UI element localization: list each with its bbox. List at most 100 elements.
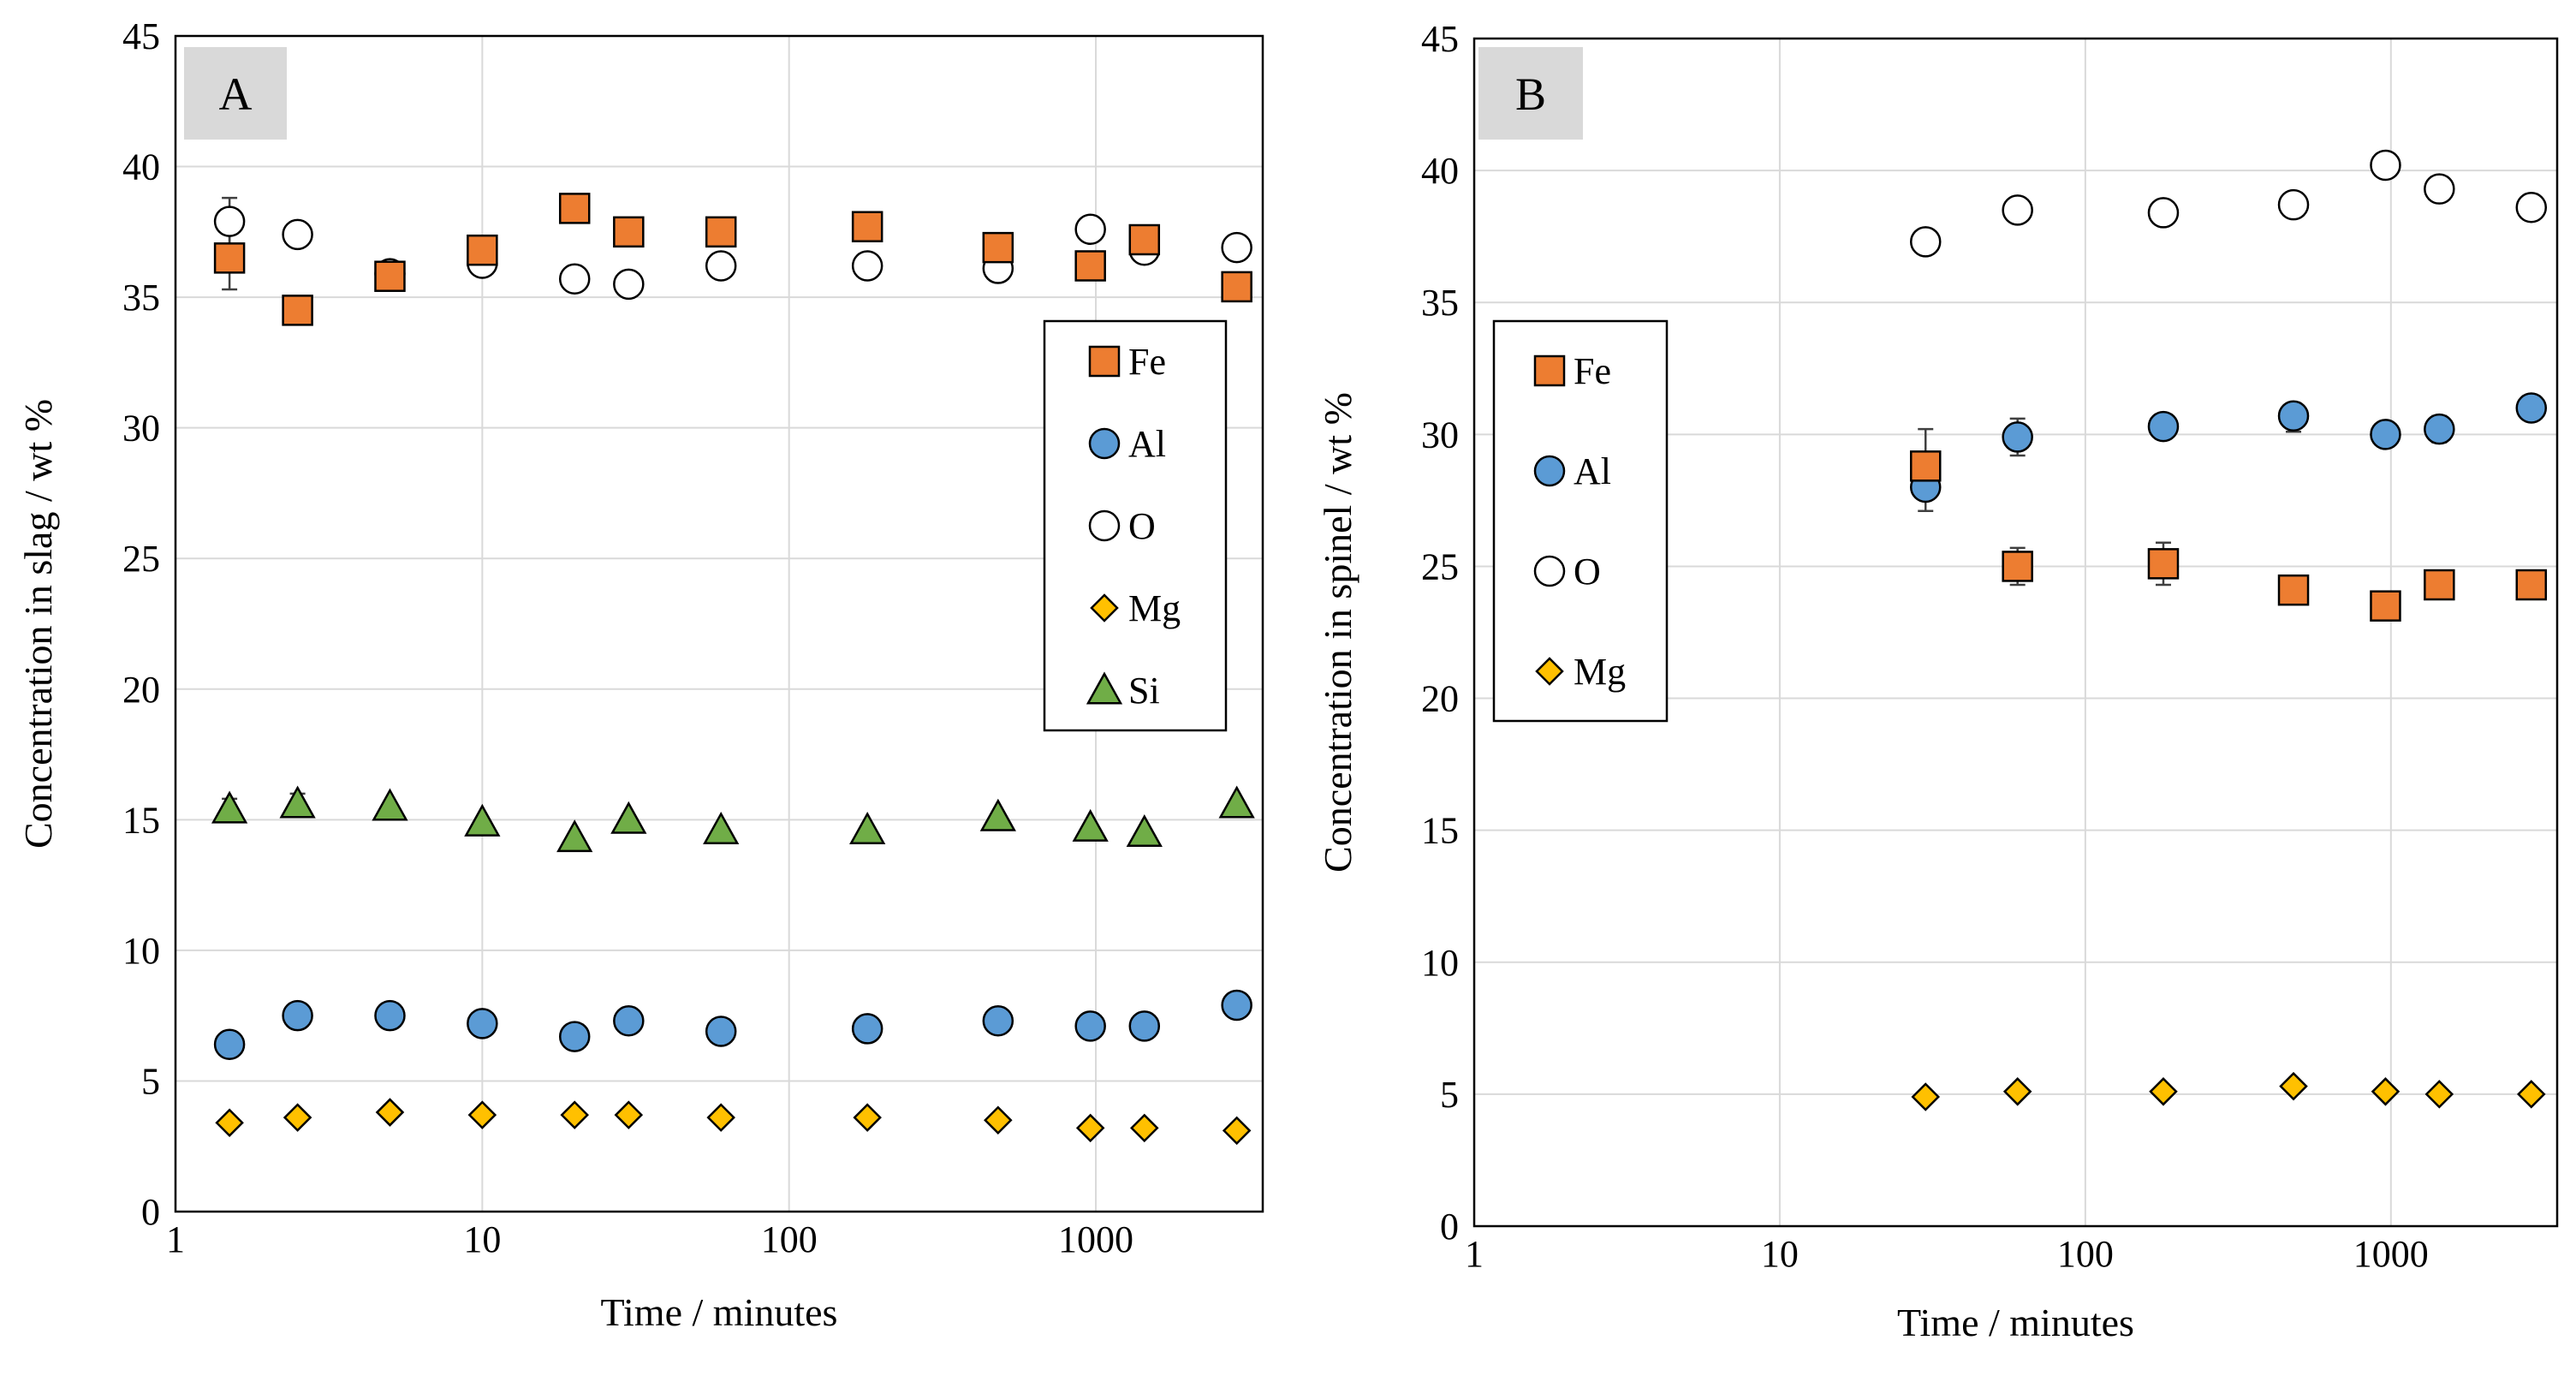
y-tick-label: 10 — [1421, 942, 1459, 984]
x-tick-label: 1 — [1465, 1233, 1484, 1275]
legend-item-o: O — [1533, 551, 1601, 593]
x-axis-title: Time / minutes — [601, 1290, 838, 1334]
y-tick-label: 5 — [1440, 1074, 1459, 1116]
panel-label: A — [219, 69, 253, 120]
y-tick-label: 0 — [141, 1191, 160, 1233]
y-tick-label: 20 — [1421, 678, 1459, 720]
data-point-mg — [560, 1100, 589, 1129]
data-point-o — [2002, 194, 2033, 226]
legend-label-fe: Fe — [1128, 341, 1166, 383]
legend-marker-o — [1533, 555, 1566, 587]
data-point-mg — [2149, 1077, 2178, 1106]
y-tick-label: 35 — [122, 277, 160, 319]
legend-marker-o — [1088, 509, 1121, 542]
legend: Fe Al O Mg Si — [1043, 319, 1228, 732]
legend-marker-si — [1086, 671, 1123, 705]
data-point-al — [558, 1021, 591, 1052]
data-point-si — [556, 819, 593, 853]
data-point-al — [2147, 410, 2180, 443]
legend-box — [1043, 319, 1228, 732]
x-tick-label: 10 — [1761, 1233, 1799, 1275]
data-point-fe — [1128, 223, 1161, 256]
data-point-fe — [282, 295, 313, 326]
data-point-fe — [1221, 271, 1252, 303]
data-point-fe — [982, 231, 1014, 264]
data-point-o — [1909, 226, 1942, 258]
data-point-o — [2424, 173, 2455, 205]
data-point-al — [705, 1016, 737, 1047]
data-point-al — [374, 999, 406, 1032]
data-point-si — [1072, 808, 1109, 842]
data-point-o — [2147, 197, 2180, 229]
plot-frame — [1472, 37, 2559, 1228]
legend: Fe Al O Mg — [1492, 319, 1669, 723]
data-point-mg — [2279, 1071, 2308, 1101]
data-point-fe — [705, 216, 737, 248]
legend-item-mg: Mg — [1535, 651, 1626, 693]
data-point-al — [982, 1005, 1014, 1037]
legend-label-mg: Mg — [1574, 651, 1626, 693]
data-point-o — [2515, 192, 2548, 223]
panel-a-chart: 0 5 10 15 20 25 30 35 40 45 1 10 100 1000 Time / minut… — [16, 15, 1264, 1334]
data-point-si — [1218, 785, 1255, 819]
legend-marker-fe — [1088, 345, 1121, 378]
data-point-al — [2370, 419, 2401, 450]
data-point-si — [849, 811, 886, 844]
data-point-al — [1074, 1010, 1106, 1042]
data-point-fe — [2147, 548, 2180, 580]
data-point-o — [613, 268, 645, 301]
data-point-mg — [1130, 1113, 1159, 1143]
x-tick-label: 10 — [463, 1218, 501, 1260]
data-point-si — [610, 801, 647, 834]
x-tick-label: 100 — [761, 1218, 818, 1260]
y-tick-label: 0 — [1440, 1206, 1459, 1248]
data-point-mg — [283, 1103, 312, 1132]
data-point-mg — [706, 1103, 735, 1132]
y-tick-label: 25 — [1421, 545, 1459, 587]
data-point-fe — [213, 242, 246, 274]
data-point-mg — [1222, 1116, 1252, 1146]
legend-label-al: Al — [1128, 423, 1166, 465]
data-point-fe — [2002, 551, 2033, 582]
y-tick-label: 15 — [1421, 810, 1459, 852]
panel-b-chart: 0 5 10 15 20 25 30 35 40 45 1 10 100 1000 Time / minut… — [1316, 18, 2559, 1344]
data-point-mg — [614, 1100, 644, 1129]
data-point-si — [703, 811, 740, 844]
plot-frame — [174, 34, 1264, 1213]
data-point-al — [467, 1008, 498, 1039]
data-point-si — [979, 798, 1016, 831]
data-point-mg — [2424, 1080, 2454, 1109]
data-point-al — [2515, 392, 2548, 424]
panel-label: B — [1515, 69, 1546, 120]
series-mg — [1911, 1071, 2546, 1111]
legend-box — [1492, 319, 1669, 723]
data-point-mg — [375, 1098, 405, 1127]
series-al — [213, 989, 1252, 1060]
series-fe — [1909, 450, 2548, 622]
legend-marker-mg — [1535, 657, 1564, 686]
data-point-al — [282, 999, 313, 1032]
data-point-mg — [467, 1100, 497, 1129]
y-tick-label: 35 — [1421, 282, 1459, 324]
y-tick-label: 45 — [122, 15, 160, 57]
data-point-si — [372, 788, 408, 821]
data-point-fe — [613, 216, 645, 248]
y-tick-label: 10 — [122, 930, 160, 972]
x-tick-label: 1000 — [2353, 1233, 2429, 1275]
legend-label-o: O — [1128, 505, 1156, 547]
data-point-al — [2002, 421, 2033, 453]
legend-label-o: O — [1574, 551, 1601, 593]
y-tick-label: 45 — [1421, 18, 1459, 60]
legend-marker-al — [1533, 455, 1566, 487]
data-point-fe — [2515, 569, 2548, 601]
data-point-al — [851, 1013, 883, 1045]
data-point-o — [1074, 213, 1106, 246]
data-point-al — [1128, 1010, 1161, 1042]
data-point-fe — [2424, 569, 2455, 601]
data-point-al — [613, 1005, 645, 1037]
y-tick-label: 40 — [1421, 150, 1459, 192]
data-point-al — [2424, 413, 2455, 445]
data-point-mg — [1911, 1082, 1941, 1111]
data-point-o — [1221, 231, 1252, 264]
